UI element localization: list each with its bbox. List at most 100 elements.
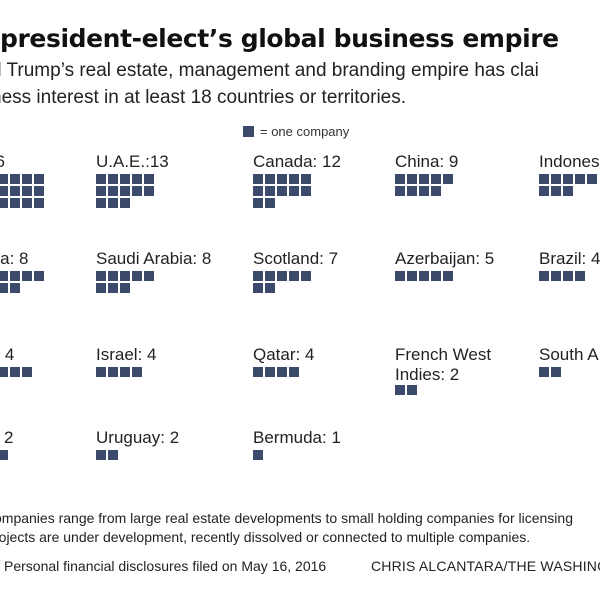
country-cell: Qatar: 4 xyxy=(253,345,315,377)
company-square xyxy=(120,367,130,377)
country-label: Israel: 4 xyxy=(96,345,157,364)
company-square xyxy=(395,174,405,184)
chart-title: president-elect’s global business empire xyxy=(0,24,559,53)
country-label: Qatar: 4 xyxy=(253,345,315,364)
company-square xyxy=(563,186,573,196)
country-label: Canada: 12 xyxy=(253,152,341,171)
company-square xyxy=(120,174,130,184)
company-square xyxy=(0,186,8,196)
company-square xyxy=(96,174,106,184)
company-square xyxy=(575,271,585,281)
company-square xyxy=(132,367,142,377)
company-square xyxy=(539,174,549,184)
company-square xyxy=(431,186,441,196)
company-square xyxy=(395,385,405,395)
company-square xyxy=(289,174,299,184)
country-label: Scotland: 7 xyxy=(253,249,339,268)
country-cell: Saudi Arabia: 8 xyxy=(96,249,212,293)
company-square xyxy=(0,367,8,377)
company-square xyxy=(22,271,32,281)
company-square xyxy=(563,271,573,281)
company-square xyxy=(253,186,263,196)
company-square xyxy=(34,174,44,184)
company-square xyxy=(265,198,275,208)
company-square xyxy=(108,271,118,281)
country-label: French West xyxy=(395,345,492,364)
company-square xyxy=(22,186,32,196)
company-square xyxy=(551,367,561,377)
company-square xyxy=(10,367,20,377)
company-square xyxy=(10,271,20,281)
country-cell: French West Indies: 2 xyxy=(395,345,492,395)
country-cell: Azerbaijan: 5 xyxy=(395,249,495,281)
company-square xyxy=(253,367,263,377)
company-square xyxy=(539,271,549,281)
country-label: China: 9 xyxy=(395,152,459,171)
company-square xyxy=(407,385,417,395)
company-square xyxy=(539,367,549,377)
footnote-line-2: rojects are under development, recently … xyxy=(0,529,531,545)
company-square xyxy=(144,271,154,281)
company-square xyxy=(0,450,8,460)
company-square xyxy=(265,186,275,196)
country-label: Indones xyxy=(539,152,600,171)
company-square xyxy=(108,450,118,460)
subtitle-line-2: ness interest in at least 18 countries o… xyxy=(0,87,407,108)
company-square xyxy=(108,174,118,184)
company-square xyxy=(253,174,263,184)
country-label: Bermuda: 1 xyxy=(253,428,341,447)
country-label: Saudi Arabia: 8 xyxy=(96,249,212,268)
company-square xyxy=(395,186,405,196)
company-square xyxy=(96,271,106,281)
company-square xyxy=(407,186,417,196)
company-square xyxy=(265,367,275,377)
country-cell: U.A.E.:13 xyxy=(96,152,169,208)
country-label: U.A.E.:13 xyxy=(96,152,169,171)
company-square xyxy=(132,271,142,281)
credit-line: CHRIS ALCANTARA/THE WASHINGTO xyxy=(371,558,600,574)
country-label: y: 2 xyxy=(0,428,14,447)
company-square xyxy=(120,271,130,281)
country-cell: Indones xyxy=(539,152,600,196)
company-square xyxy=(253,271,263,281)
company-square xyxy=(10,198,20,208)
company-square xyxy=(265,271,275,281)
country-label: Indies: 2 xyxy=(395,365,460,384)
company-square xyxy=(575,174,585,184)
legend-square-icon xyxy=(243,126,254,137)
company-square xyxy=(301,186,311,196)
country-cell: ma: 8 xyxy=(0,249,44,293)
company-square xyxy=(277,174,287,184)
company-square xyxy=(132,186,142,196)
company-square xyxy=(551,186,561,196)
country-label: d: 4 xyxy=(0,345,15,364)
company-square xyxy=(443,174,453,184)
company-square xyxy=(22,198,32,208)
company-square xyxy=(419,186,429,196)
company-square xyxy=(289,367,299,377)
company-square xyxy=(431,271,441,281)
company-square xyxy=(34,271,44,281)
company-square xyxy=(265,174,275,184)
company-square xyxy=(551,271,561,281)
country-label: ma: 8 xyxy=(0,249,29,268)
company-square xyxy=(0,174,8,184)
footnote-line-1: ompanies range from large real estate de… xyxy=(0,510,573,526)
company-square xyxy=(289,186,299,196)
country-label: South A xyxy=(539,345,599,364)
company-square xyxy=(10,283,20,293)
country-label: Azerbaijan: 5 xyxy=(395,249,495,268)
country-label: Uruguay: 2 xyxy=(96,428,180,447)
company-square xyxy=(253,283,263,293)
company-square xyxy=(96,367,106,377)
company-square xyxy=(108,367,118,377)
company-square xyxy=(120,186,130,196)
company-square xyxy=(144,174,154,184)
company-square xyxy=(253,198,263,208)
company-square xyxy=(96,283,106,293)
company-square xyxy=(587,174,597,184)
company-square xyxy=(22,174,32,184)
country-cell: China: 9 xyxy=(395,152,459,196)
company-square xyxy=(0,271,8,281)
